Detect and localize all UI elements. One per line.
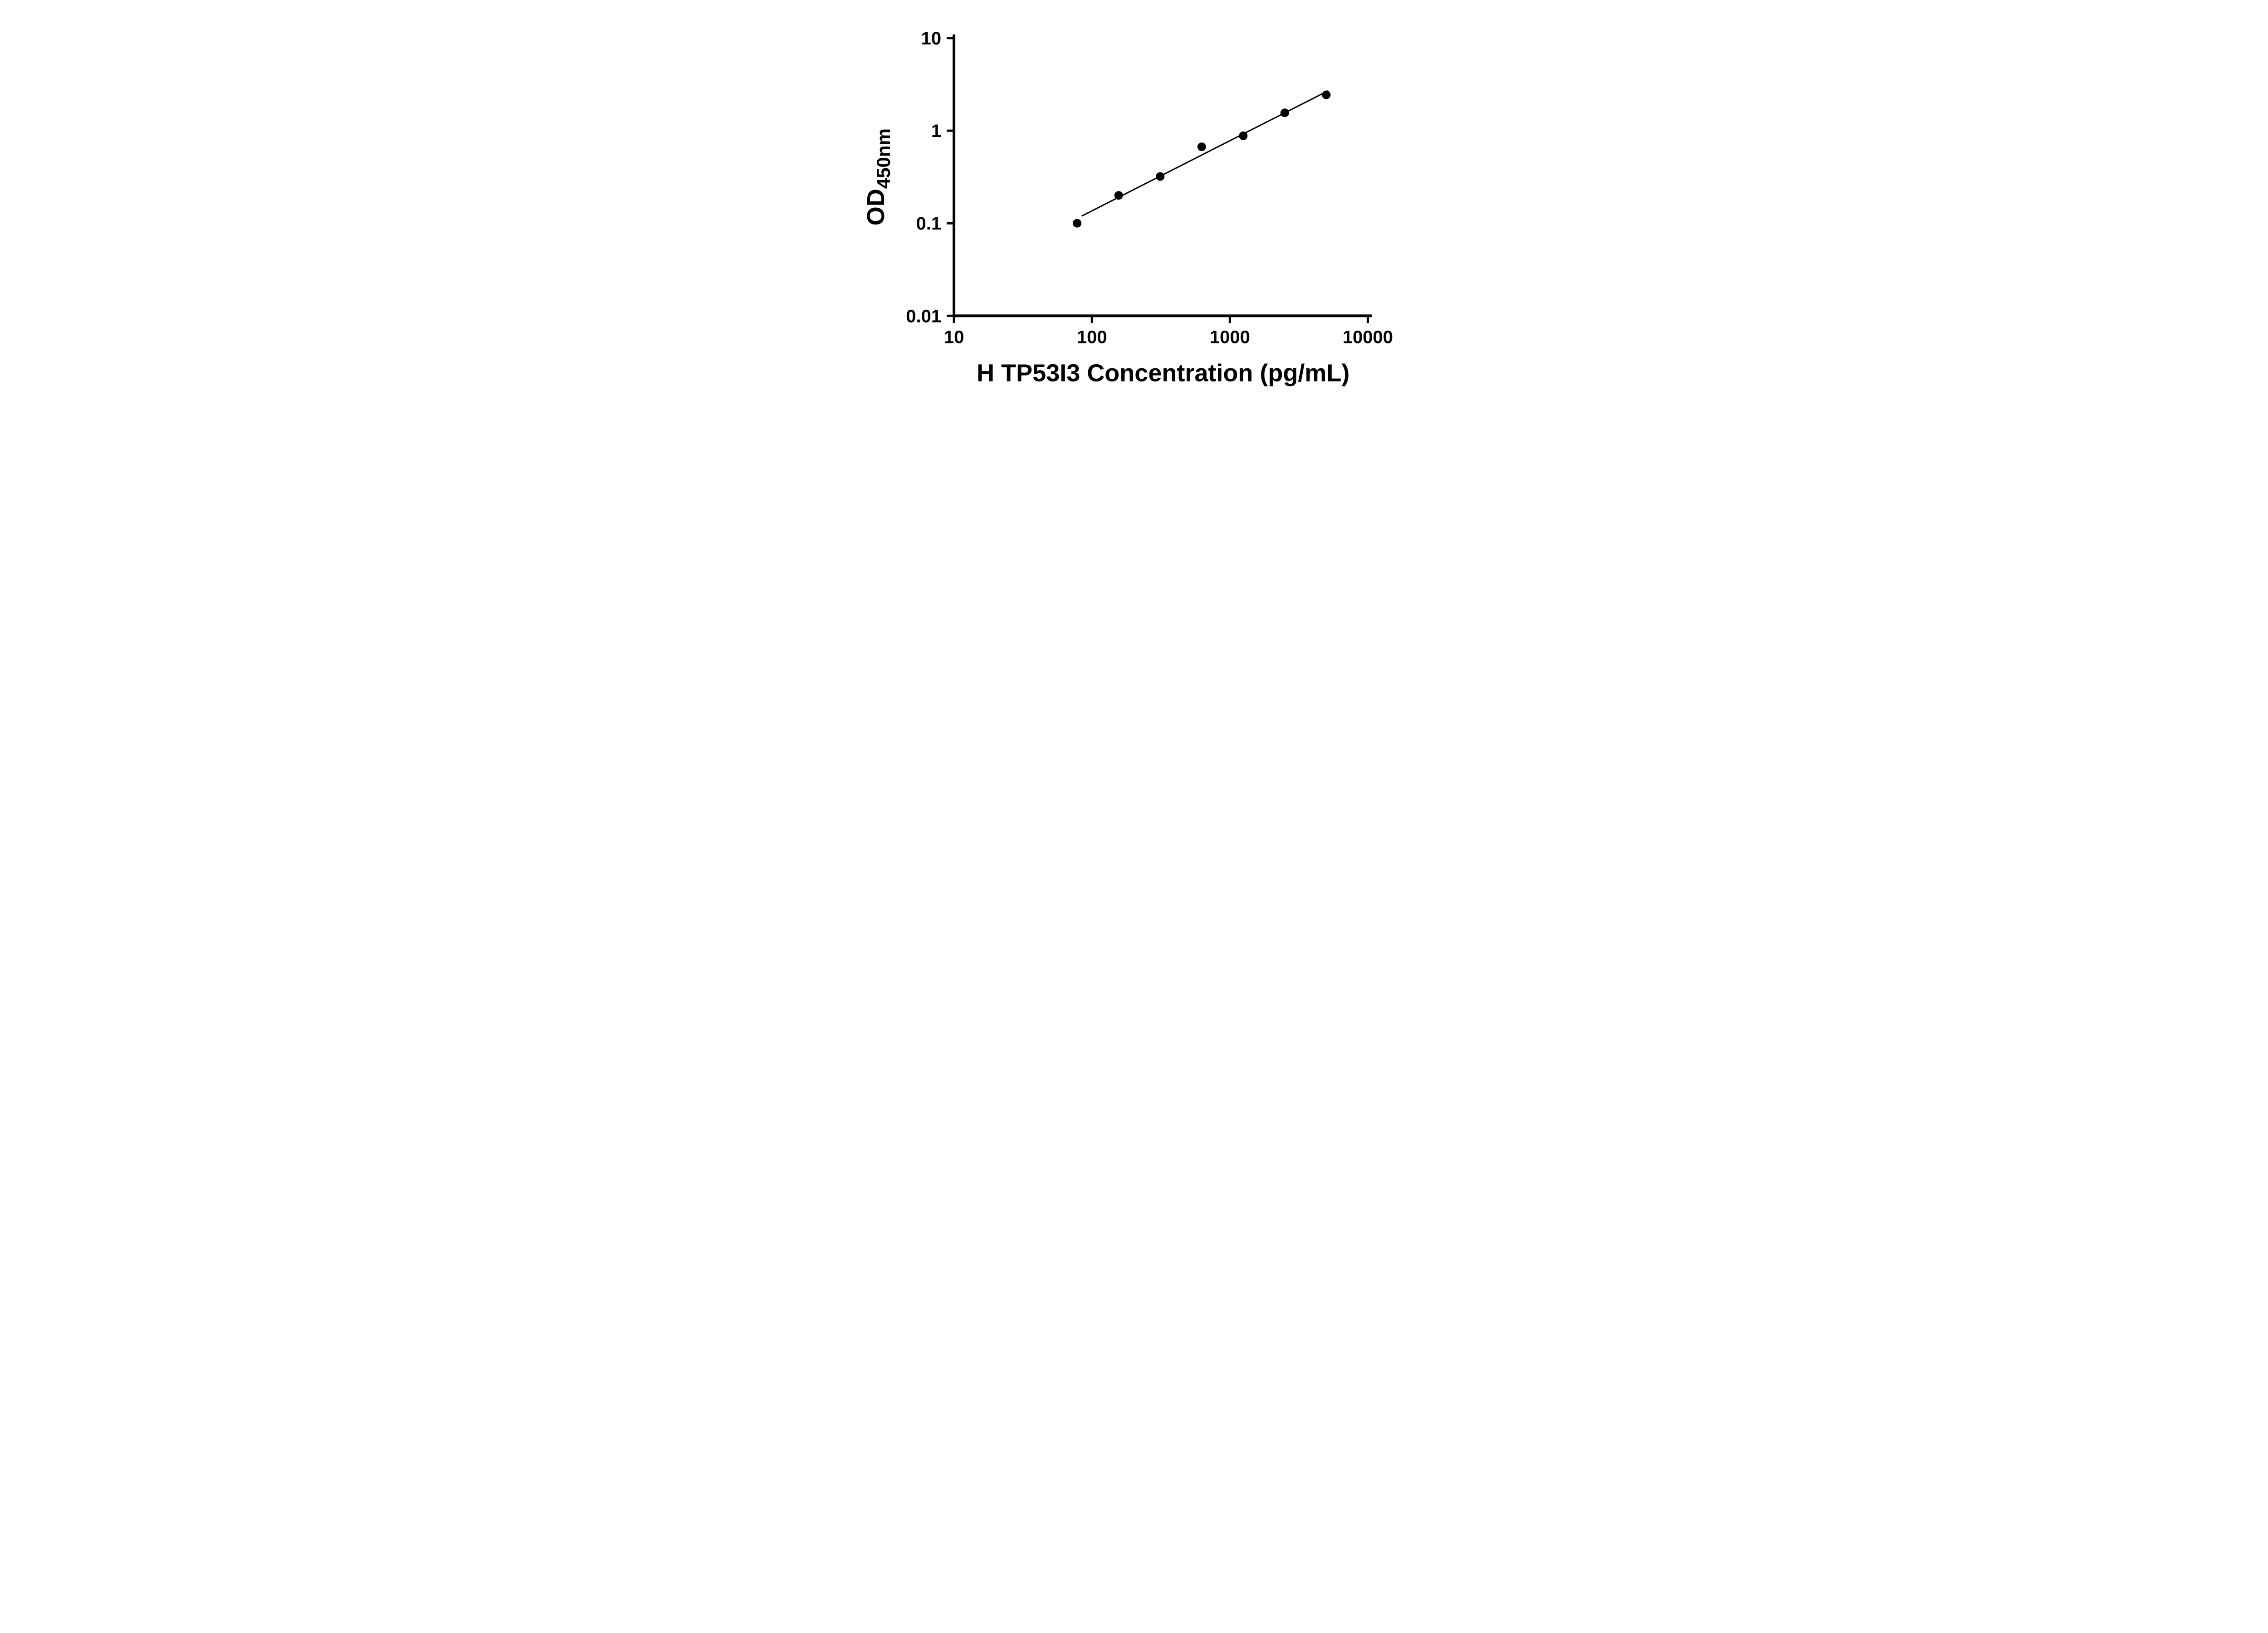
y-tick-label: 0.1	[916, 214, 941, 234]
y-axis-title-main: OD	[862, 189, 890, 225]
data-point	[1239, 131, 1248, 140]
y-tick-label: 10	[921, 29, 942, 49]
data-point	[1197, 142, 1206, 152]
y-axis-title-subscript: 450nm	[873, 128, 894, 189]
x-tick-label: 100	[1077, 327, 1107, 347]
chart-plot-area: 10 100 1000 10000 0.01 0.1 1 10	[906, 29, 1393, 347]
standard-curve-chart: 10 100 1000 10000 0.01 0.1 1 10 H TP53I3 Concen…	[842, 0, 1426, 409]
y-tick-label: 0.01	[906, 306, 941, 326]
y-axis-title: OD450nm	[862, 128, 894, 225]
data-point	[1280, 108, 1289, 117]
x-axis-title: H TP53I3 Concentration (pg/mL)	[977, 359, 1349, 386]
data-point	[1114, 191, 1123, 200]
data-point	[1156, 172, 1165, 181]
elisa-standard-curve-figure: 10 100 1000 10000 0.01 0.1 1 10 H TP53I3 Concen…	[842, 0, 1426, 409]
data-point	[1322, 90, 1331, 99]
data-point	[1073, 219, 1082, 228]
x-tick-label: 10000	[1343, 327, 1393, 347]
y-tick-label: 1	[931, 121, 941, 141]
x-tick-label: 1000	[1210, 327, 1250, 347]
x-tick-label: 10	[944, 327, 964, 347]
